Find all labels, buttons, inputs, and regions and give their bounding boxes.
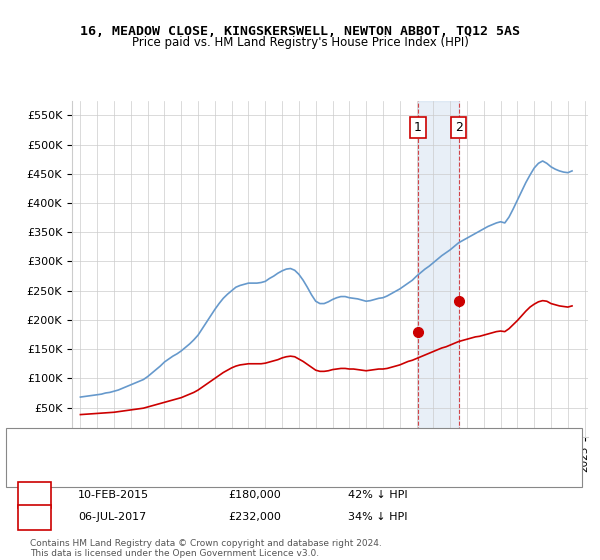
Text: Price paid vs. HM Land Registry's House Price Index (HPI): Price paid vs. HM Land Registry's House … <box>131 36 469 49</box>
Text: 1: 1 <box>414 121 422 134</box>
Text: 2: 2 <box>31 512 38 522</box>
Text: £180,000: £180,000 <box>228 490 281 500</box>
Text: HPI: Average price, detached house, Teignbridge: HPI: Average price, detached house, Teig… <box>66 456 304 466</box>
Text: Contains HM Land Registry data © Crown copyright and database right 2024.
This d: Contains HM Land Registry data © Crown c… <box>30 539 382 558</box>
Text: 42% ↓ HPI: 42% ↓ HPI <box>348 490 407 500</box>
Text: 16, MEADOW CLOSE, KINGSKERSWELL, NEWTON ABBOT, TQ12 5AS: 16, MEADOW CLOSE, KINGSKERSWELL, NEWTON … <box>80 25 520 38</box>
Text: 1: 1 <box>31 490 38 500</box>
Bar <box>418 101 458 437</box>
Text: 2: 2 <box>455 121 463 134</box>
Text: 34% ↓ HPI: 34% ↓ HPI <box>348 512 407 522</box>
Text: 06-JUL-2017: 06-JUL-2017 <box>78 512 146 522</box>
Text: £232,000: £232,000 <box>228 512 281 522</box>
Text: 16, MEADOW CLOSE, KINGSKERSWELL, NEWTON ABBOT, TQ12 5AS (detached house): 16, MEADOW CLOSE, KINGSKERSWELL, NEWTON … <box>66 437 485 447</box>
Text: 10-FEB-2015: 10-FEB-2015 <box>78 490 149 500</box>
